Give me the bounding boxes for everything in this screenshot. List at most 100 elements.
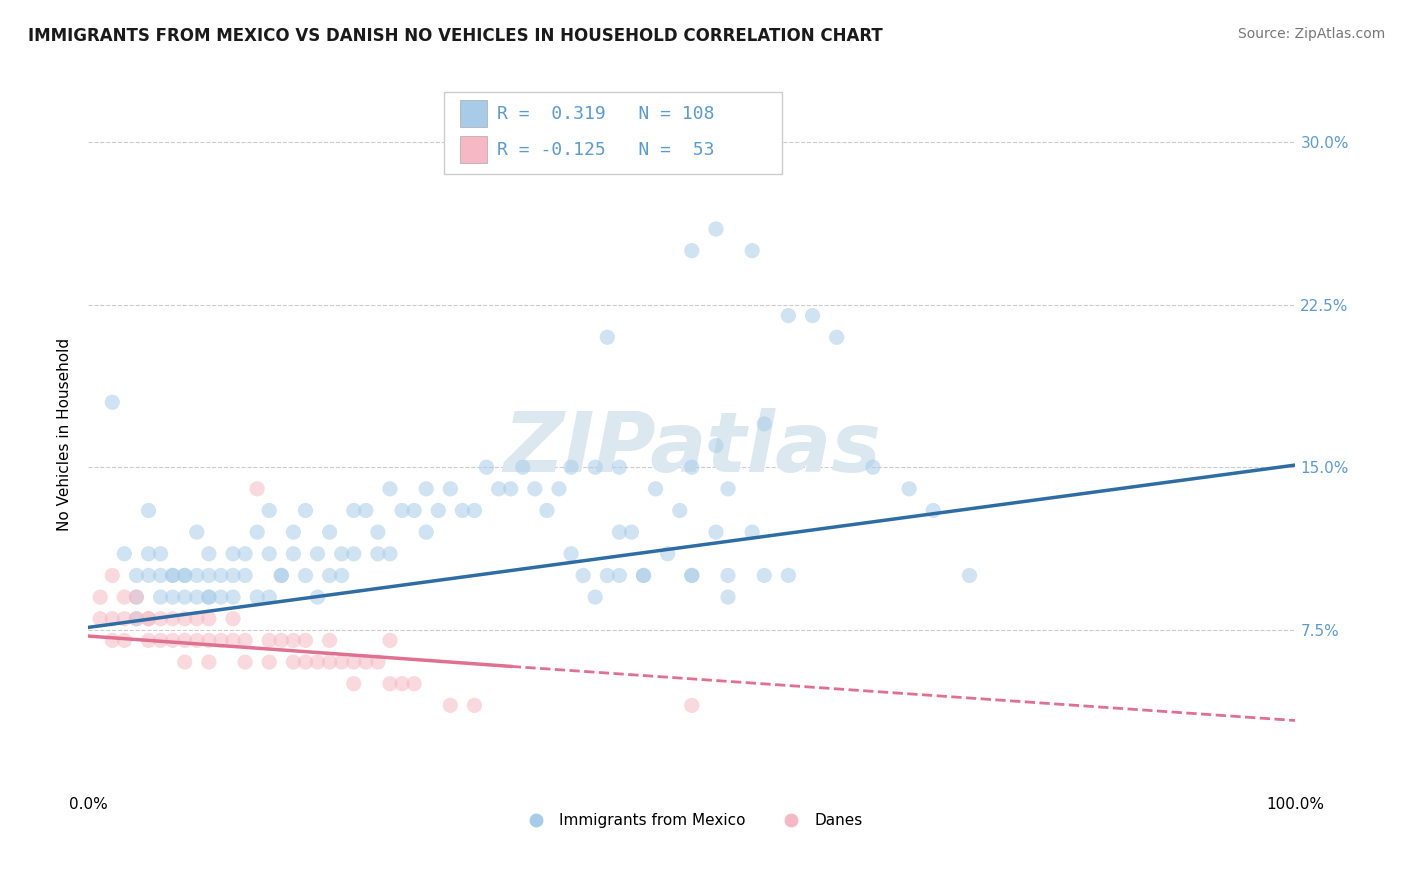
Point — [415, 482, 437, 496]
Point — [138, 568, 160, 582]
Point — [222, 633, 245, 648]
Point — [112, 633, 135, 648]
Point — [246, 525, 269, 540]
Point — [681, 244, 703, 258]
Point — [499, 482, 522, 496]
Point — [198, 590, 221, 604]
Point — [717, 482, 740, 496]
Text: IMMIGRANTS FROM MEXICO VS DANISH NO VEHICLES IN HOUSEHOLD CORRELATION CHART: IMMIGRANTS FROM MEXICO VS DANISH NO VEHI… — [28, 27, 883, 45]
Point — [633, 568, 655, 582]
Point — [198, 568, 221, 582]
Point — [138, 633, 160, 648]
Point — [681, 568, 703, 582]
Point — [198, 547, 221, 561]
Point — [415, 525, 437, 540]
Point — [778, 568, 800, 582]
Point — [644, 482, 666, 496]
Point — [162, 568, 184, 582]
Point — [89, 612, 111, 626]
Point — [959, 568, 981, 582]
Point — [704, 222, 727, 236]
Point — [681, 568, 703, 582]
Point — [427, 503, 450, 517]
Point — [318, 568, 340, 582]
Point — [198, 655, 221, 669]
Point — [257, 547, 280, 561]
Point — [222, 547, 245, 561]
Point — [583, 460, 606, 475]
Point — [488, 482, 510, 496]
Point — [704, 438, 727, 452]
Point — [149, 568, 172, 582]
Point — [101, 568, 124, 582]
Point — [318, 525, 340, 540]
Point — [222, 590, 245, 604]
Point — [294, 633, 316, 648]
Point — [294, 655, 316, 669]
Point — [657, 547, 679, 561]
Point — [378, 633, 401, 648]
Point — [404, 503, 426, 517]
FancyBboxPatch shape — [460, 100, 486, 128]
Point — [548, 482, 571, 496]
Point — [186, 612, 208, 626]
Text: ZIPatlas: ZIPatlas — [503, 409, 880, 490]
Point — [378, 547, 401, 561]
Point — [173, 633, 195, 648]
Point — [222, 568, 245, 582]
Point — [536, 503, 558, 517]
Point — [149, 547, 172, 561]
Point — [717, 590, 740, 604]
Point — [463, 503, 485, 517]
Point — [294, 503, 316, 517]
Point — [162, 568, 184, 582]
Point — [343, 676, 366, 690]
Point — [354, 655, 377, 669]
Y-axis label: No Vehicles in Household: No Vehicles in Household — [58, 338, 72, 532]
Point — [318, 655, 340, 669]
Point — [270, 633, 292, 648]
Point — [270, 568, 292, 582]
Point — [283, 655, 305, 669]
Point — [257, 655, 280, 669]
Point — [101, 395, 124, 409]
Point — [343, 655, 366, 669]
Point — [173, 590, 195, 604]
Point — [209, 568, 232, 582]
Point — [560, 547, 582, 561]
Point — [270, 568, 292, 582]
Point — [198, 612, 221, 626]
Point — [257, 590, 280, 604]
Point — [162, 633, 184, 648]
Point — [209, 590, 232, 604]
Point — [125, 590, 148, 604]
Point — [173, 612, 195, 626]
Point — [283, 525, 305, 540]
Point — [668, 503, 690, 517]
Point — [367, 655, 389, 669]
Point — [681, 698, 703, 713]
Point — [173, 568, 195, 582]
Point — [138, 612, 160, 626]
Text: R = -0.125   N =  53: R = -0.125 N = 53 — [498, 141, 714, 159]
Point — [463, 698, 485, 713]
Point — [294, 568, 316, 582]
FancyBboxPatch shape — [460, 136, 486, 163]
Legend: Immigrants from Mexico, Danes: Immigrants from Mexico, Danes — [515, 807, 869, 834]
Point — [112, 590, 135, 604]
Point — [246, 590, 269, 604]
Point — [633, 568, 655, 582]
Point — [609, 460, 631, 475]
Point — [162, 590, 184, 604]
Point — [209, 633, 232, 648]
Point — [138, 612, 160, 626]
Point — [620, 525, 643, 540]
Point — [257, 503, 280, 517]
Point — [367, 547, 389, 561]
Point — [283, 547, 305, 561]
Point — [233, 633, 256, 648]
Point — [233, 547, 256, 561]
Point — [825, 330, 848, 344]
FancyBboxPatch shape — [444, 92, 782, 174]
Point — [609, 525, 631, 540]
